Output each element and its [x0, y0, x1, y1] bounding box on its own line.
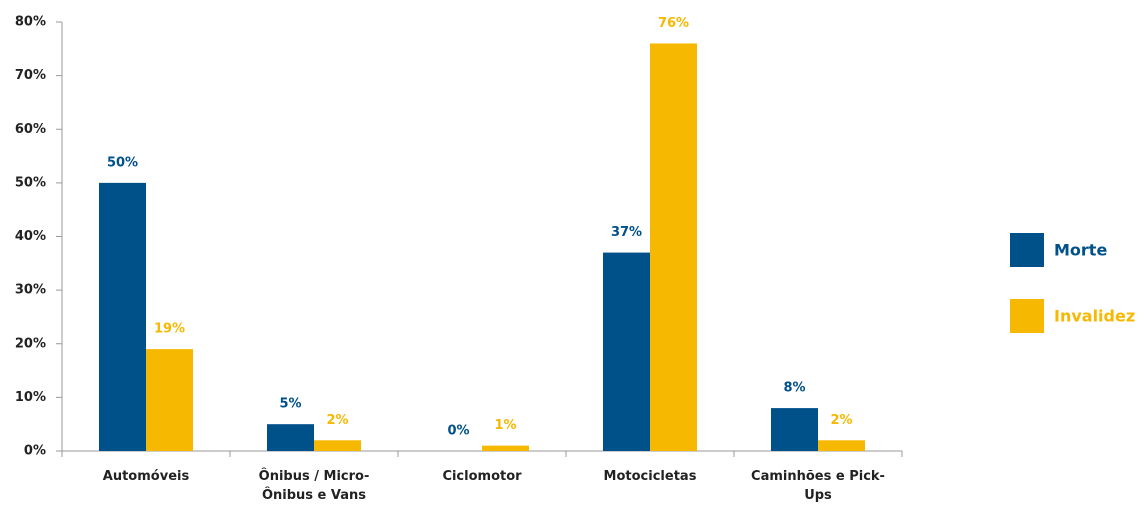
data-label: 0%	[447, 424, 469, 439]
data-label: 2%	[326, 413, 348, 428]
y-tick-label: 80%	[15, 15, 46, 30]
legend-swatch	[1010, 233, 1044, 267]
y-tick-label: 20%	[15, 336, 46, 351]
x-tick-label: Automóveis	[102, 469, 190, 484]
x-tick-label: Ciclomotor	[442, 469, 522, 484]
y-tick-label: 60%	[15, 122, 46, 137]
bar	[99, 182, 146, 451]
bar	[771, 408, 818, 451]
data-label: 1%	[494, 418, 516, 433]
x-tick-label: Caminhões e Pick-Ups	[751, 469, 885, 503]
y-tick-label: 10%	[15, 390, 46, 405]
data-label: 2%	[830, 413, 852, 428]
x-tick-label: Ônibus / Micro-Ônibus e Vans	[258, 469, 370, 503]
y-tick-label: 0%	[24, 444, 46, 459]
legend-label: Invalidez	[1054, 307, 1135, 326]
y-tick-label: 50%	[15, 175, 46, 190]
x-tick-label: Motocicletas	[603, 469, 697, 484]
bar	[146, 349, 193, 451]
legend-swatch	[1010, 299, 1044, 333]
data-label: 19%	[154, 322, 185, 337]
bar	[267, 424, 314, 451]
bar	[314, 440, 361, 451]
data-label: 50%	[107, 155, 138, 170]
bar	[818, 440, 865, 451]
y-tick-label: 70%	[15, 68, 46, 83]
y-tick-label: 40%	[15, 229, 46, 244]
data-label: 8%	[783, 381, 805, 396]
bar	[482, 445, 529, 451]
legend-label: Morte	[1054, 241, 1107, 260]
bar	[650, 43, 697, 451]
data-label: 37%	[611, 225, 642, 240]
bar	[603, 252, 650, 451]
data-label: 76%	[658, 16, 689, 31]
y-tick-label: 30%	[15, 283, 46, 298]
data-label: 5%	[279, 397, 301, 412]
